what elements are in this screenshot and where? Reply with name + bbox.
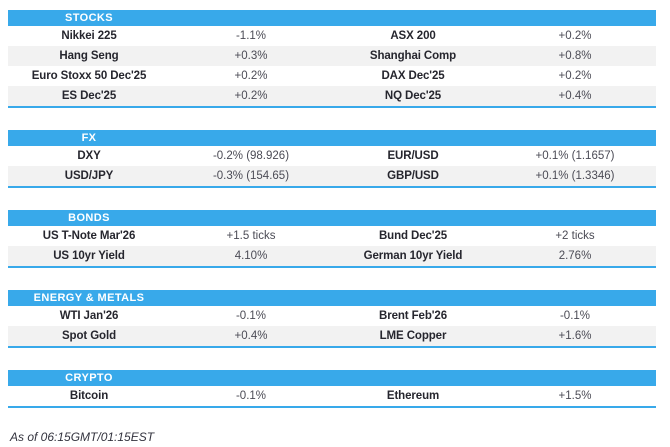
instrument-name: DAX Dec'25 xyxy=(381,70,445,82)
instrument-change: 2.76% xyxy=(558,250,592,262)
instrument-change: +1.5 ticks xyxy=(226,230,276,242)
instrument-name: Shanghai Comp xyxy=(369,50,457,62)
table-row: USD/JPY -0.3% (154.65) GBP/USD +0.1% (1.… xyxy=(8,166,656,186)
instrument-name: Brent Feb'26 xyxy=(379,310,447,322)
instrument-change: +1.5% xyxy=(558,390,592,402)
instrument-change: +0.1% (1.1657) xyxy=(535,150,615,162)
instrument-change: +0.4% xyxy=(558,90,592,102)
instrument-change: +0.2% xyxy=(558,30,592,42)
section-rows: Nikkei 225 -1.1% ASX 200 +0.2% Hang Seng… xyxy=(8,26,656,106)
instrument-name: GBP/USD xyxy=(387,170,439,182)
section-rows: US T-Note Mar'26 +1.5 ticks Bund Dec'25 … xyxy=(8,226,656,266)
table-row: Bitcoin -0.1% Ethereum +1.5% xyxy=(8,386,656,406)
section-title: BONDS xyxy=(68,212,110,224)
instrument-change: -0.1% xyxy=(235,310,267,322)
section-rows: Bitcoin -0.1% Ethereum +1.5% xyxy=(8,386,656,406)
section-title: CRYPTO xyxy=(65,372,113,384)
section-title: STOCKS xyxy=(64,12,114,24)
table-row: Spot Gold +0.4% LME Copper +1.6% xyxy=(8,326,656,346)
instrument-name: US T-Note Mar'26 xyxy=(42,230,136,242)
section-title: ENERGY & METALS xyxy=(33,292,145,304)
section-rows: WTI Jan'26 -0.1% Brent Feb'26 -0.1% Spot… xyxy=(8,306,656,346)
instrument-name: ES Dec'25 xyxy=(61,90,117,102)
instrument-change: -0.2% (98.926) xyxy=(212,150,290,162)
instrument-change: +0.2% xyxy=(234,90,268,102)
section-fx: FX DXY -0.2% (98.926) EUR/USD +0.1% (1.1… xyxy=(8,130,656,188)
table-row: US T-Note Mar'26 +1.5 ticks Bund Dec'25 … xyxy=(8,226,656,246)
section-header-fx: FX xyxy=(8,130,656,146)
section-header-bonds: BONDS xyxy=(8,210,656,226)
instrument-change: +2 ticks xyxy=(555,230,595,242)
instrument-change: +0.2% xyxy=(558,70,592,82)
instrument-name: ASX 200 xyxy=(390,30,436,42)
instrument-change: +1.6% xyxy=(558,330,592,342)
instrument-name: Ethereum xyxy=(386,390,440,402)
section-header-crypto: CRYPTO xyxy=(8,370,656,386)
section-header-energy-metals: ENERGY & METALS xyxy=(8,290,656,306)
instrument-change: -1.1% xyxy=(235,30,267,42)
section-bonds: BONDS US T-Note Mar'26 +1.5 ticks Bund D… xyxy=(8,210,656,268)
table-row: Euro Stoxx 50 Dec'25 +0.2% DAX Dec'25 +0… xyxy=(8,66,656,86)
instrument-name: Euro Stoxx 50 Dec'25 xyxy=(31,70,147,82)
instrument-name: Hang Seng xyxy=(59,50,119,62)
instrument-name: NQ Dec'25 xyxy=(384,90,442,102)
as-of-timestamp: As of 06:15GMT/01:15EST xyxy=(10,430,155,444)
instrument-change: -0.1% xyxy=(559,310,591,322)
instrument-name: EUR/USD xyxy=(387,150,439,162)
table-row: US 10yr Yield 4.10% German 10yr Yield 2.… xyxy=(8,246,656,266)
instrument-name: US 10yr Yield xyxy=(53,250,125,262)
table-row: DXY -0.2% (98.926) EUR/USD +0.1% (1.1657… xyxy=(8,146,656,166)
instrument-name: Spot Gold xyxy=(61,330,117,342)
instrument-name: Nikkei 225 xyxy=(61,30,117,42)
instrument-change: -0.1% xyxy=(235,390,267,402)
instrument-name: LME Copper xyxy=(379,330,447,342)
instrument-name: Bitcoin xyxy=(69,390,109,402)
instrument-change: +0.8% xyxy=(558,50,592,62)
instrument-change: +0.1% (1.3346) xyxy=(535,170,615,182)
instrument-change: -0.3% (154.65) xyxy=(212,170,290,182)
table-row: Hang Seng +0.3% Shanghai Comp +0.8% xyxy=(8,46,656,66)
instrument-change: +0.3% xyxy=(234,50,268,62)
instrument-change: +0.4% xyxy=(234,330,268,342)
section-title: FX xyxy=(81,132,97,144)
table-row: ES Dec'25 +0.2% NQ Dec'25 +0.4% xyxy=(8,86,656,106)
table-row: Nikkei 225 -1.1% ASX 200 +0.2% xyxy=(8,26,656,46)
table-row: WTI Jan'26 -0.1% Brent Feb'26 -0.1% xyxy=(8,306,656,326)
section-header-stocks: STOCKS xyxy=(8,10,656,26)
section-energy-metals: ENERGY & METALS WTI Jan'26 -0.1% Brent F… xyxy=(8,290,656,348)
instrument-name: WTI Jan'26 xyxy=(59,310,119,322)
section-rows: DXY -0.2% (98.926) EUR/USD +0.1% (1.1657… xyxy=(8,146,656,186)
section-stocks: STOCKS Nikkei 225 -1.1% ASX 200 +0.2% Ha… xyxy=(8,10,656,108)
instrument-change: 4.10% xyxy=(234,250,268,262)
instrument-change: +0.2% xyxy=(234,70,268,82)
instrument-name: German 10yr Yield xyxy=(363,250,463,262)
instrument-name: Bund Dec'25 xyxy=(378,230,448,242)
instrument-name: USD/JPY xyxy=(64,170,114,182)
instrument-name: DXY xyxy=(77,150,101,162)
section-crypto: CRYPTO Bitcoin -0.1% Ethereum +1.5% xyxy=(8,370,656,408)
